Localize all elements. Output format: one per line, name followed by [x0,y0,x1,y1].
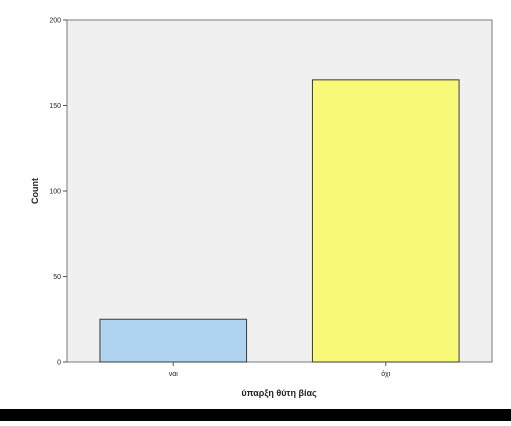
x-tick-label-1: όχι [381,370,390,378]
x-axis-title: ύπαρξη θύτη βίας [241,388,317,398]
y-tick-label-2: 100 [49,189,61,196]
bottom-bar [0,409,511,421]
bars [99,79,460,363]
y-tick-label-1: 50 [53,274,61,281]
y-axis-ticks: 0 50 100 150 200 [49,18,67,367]
y-tick-label-0: 0 [57,360,61,367]
bar-0 [99,318,248,363]
y-axis-title: Count [30,178,40,204]
x-axis-ticks: ναι όχι [169,362,391,378]
y-tick-label-4: 200 [49,18,61,25]
y-tick-label-3: 150 [49,103,61,110]
x-tick-label-0: ναι [169,371,179,378]
bar-1 [311,79,460,363]
